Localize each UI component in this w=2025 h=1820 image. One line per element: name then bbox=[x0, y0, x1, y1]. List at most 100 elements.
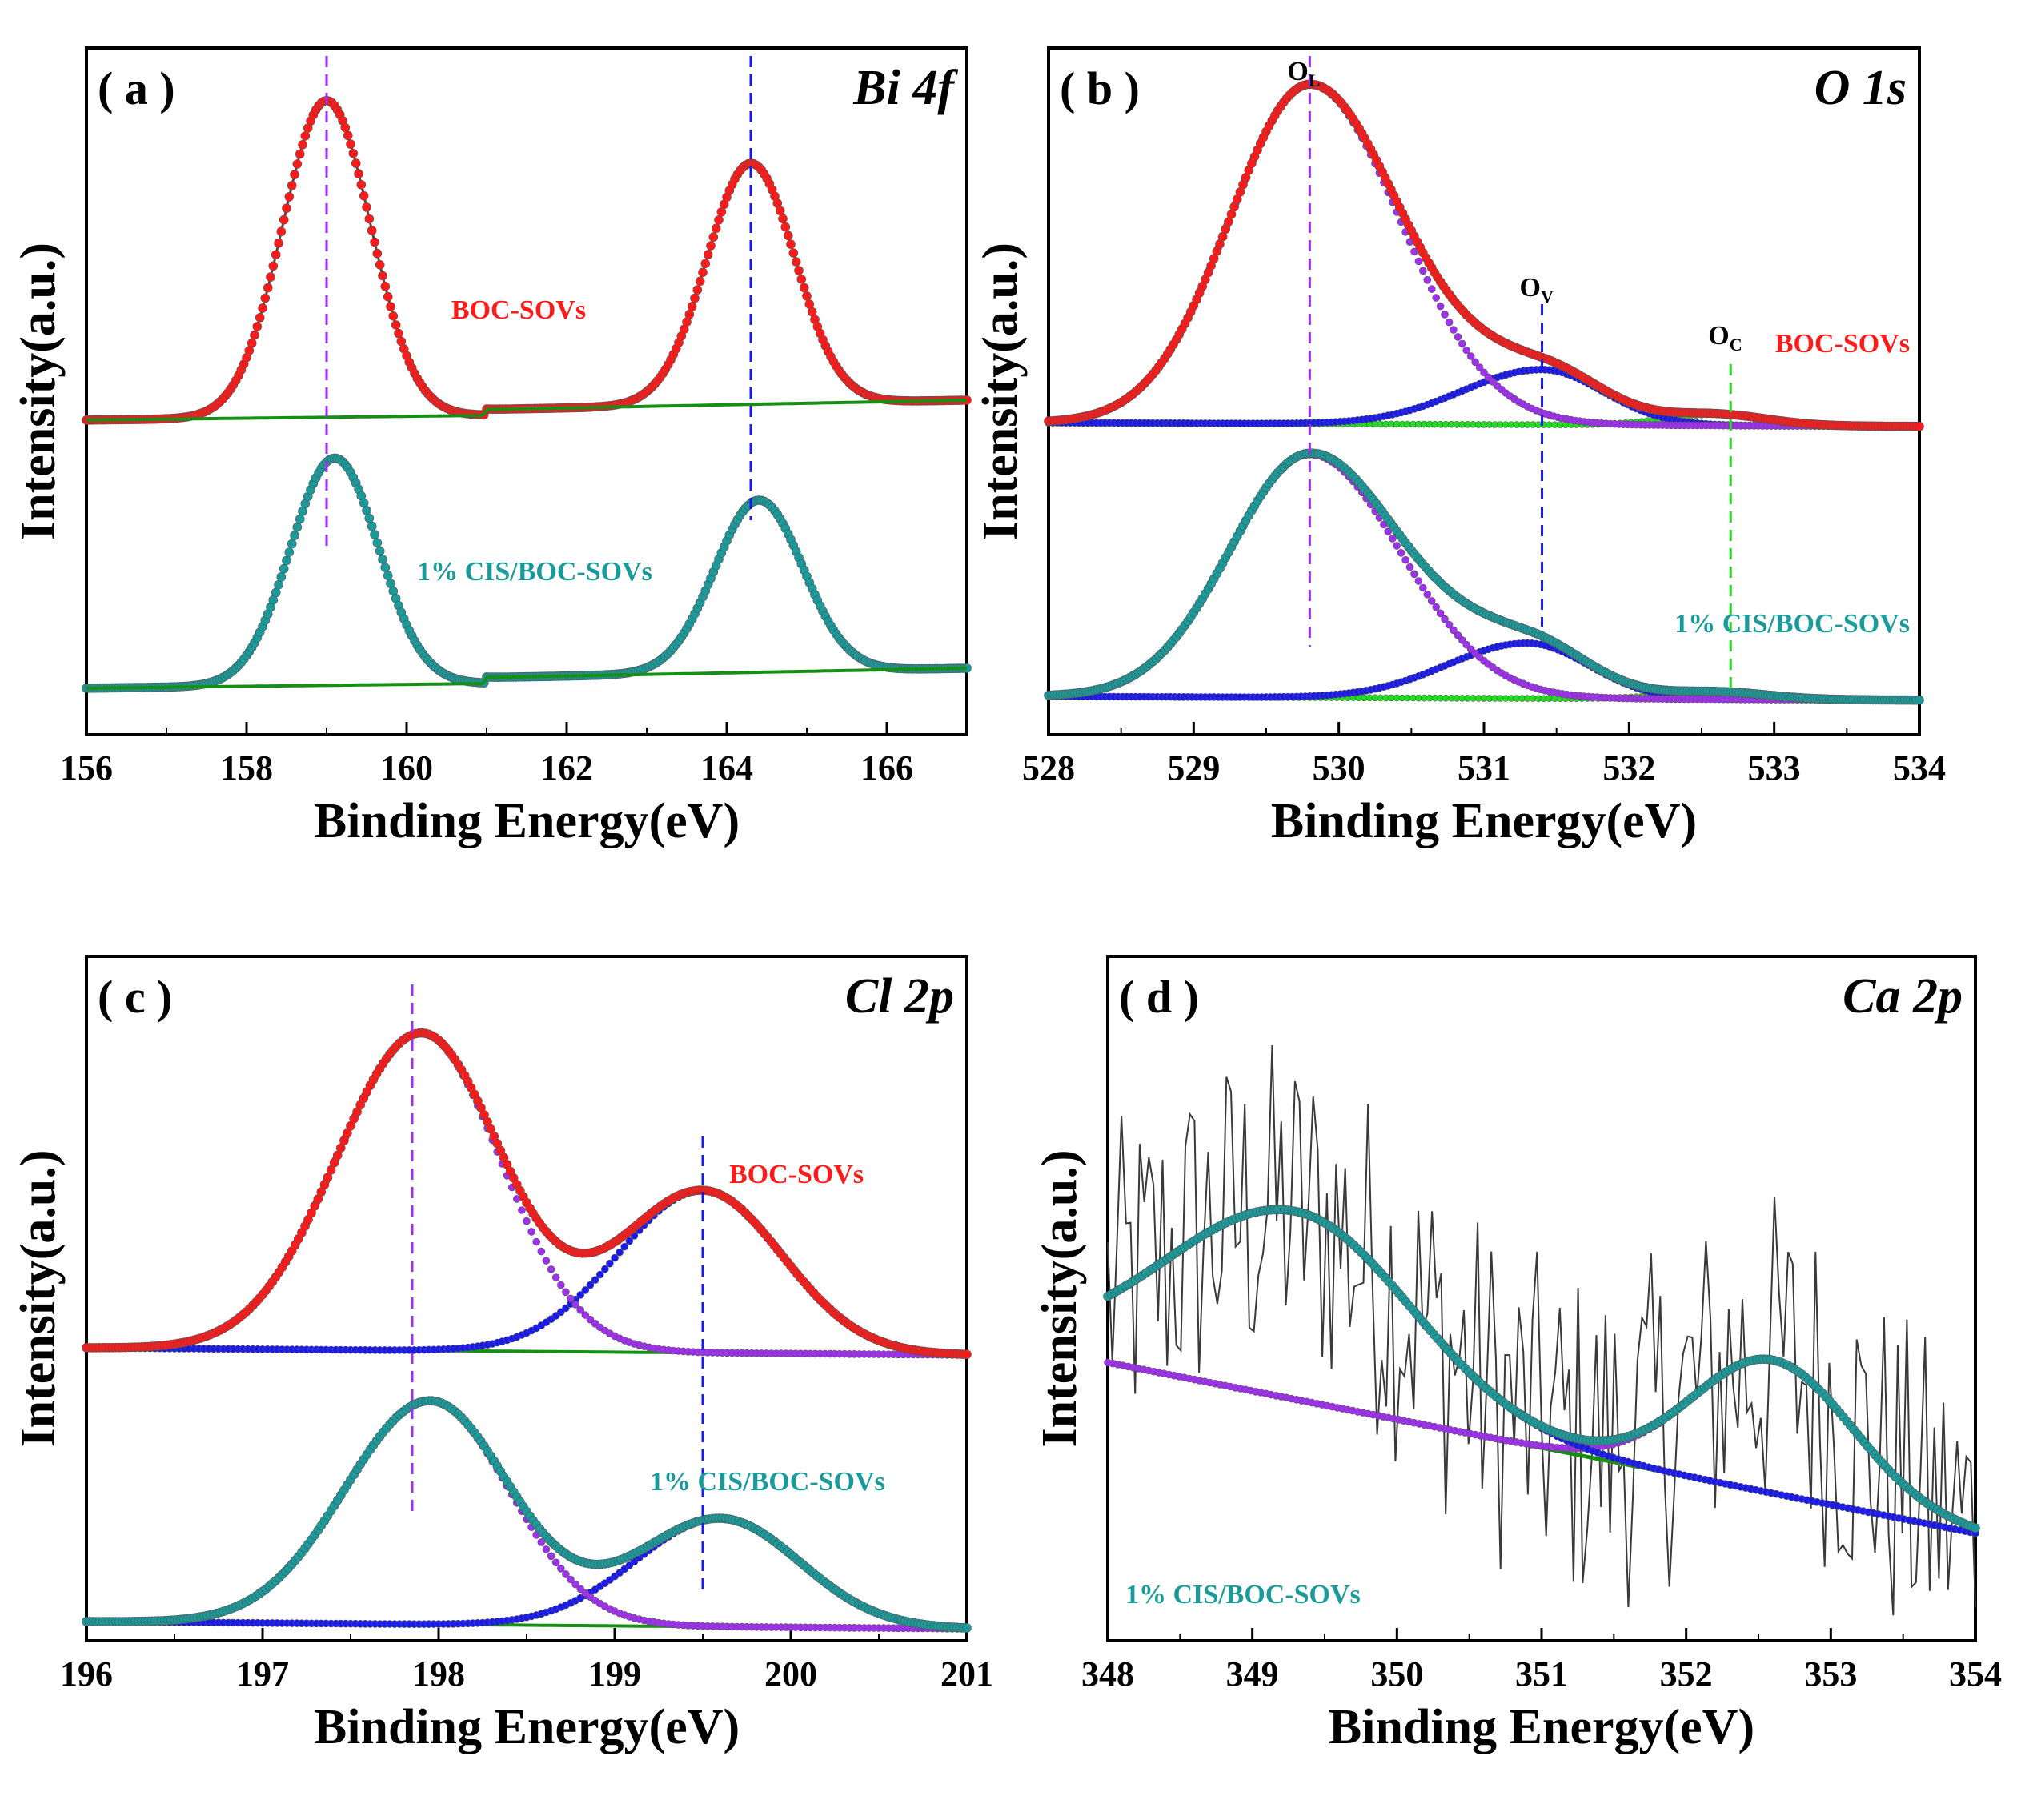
fit-point bbox=[282, 203, 291, 214]
fit-point bbox=[600, 1265, 609, 1273]
fit-point bbox=[537, 1247, 546, 1256]
fit-point bbox=[1915, 421, 1924, 431]
fit-point bbox=[1393, 542, 1401, 550]
fit-point bbox=[362, 202, 371, 212]
fit-point bbox=[1432, 294, 1440, 302]
fit-point bbox=[551, 1273, 560, 1281]
fit-point bbox=[606, 1259, 614, 1268]
x-tick-label: 162 bbox=[540, 748, 593, 788]
fit-point bbox=[284, 192, 295, 202]
fit-point bbox=[786, 239, 796, 249]
fit-point bbox=[300, 131, 311, 141]
fit-point bbox=[542, 1257, 551, 1265]
fit-envelope-boc bbox=[82, 95, 972, 425]
fit-point bbox=[794, 266, 804, 275]
fit-point bbox=[1454, 333, 1462, 341]
fit-point bbox=[556, 1565, 565, 1573]
fit-point bbox=[271, 250, 281, 260]
fit-point bbox=[1423, 275, 1432, 284]
fit-point bbox=[796, 274, 807, 284]
x-tick-label: 352 bbox=[1660, 1654, 1713, 1694]
fit-point bbox=[276, 226, 287, 237]
fit-point bbox=[1427, 285, 1436, 293]
x-tick-label: 199 bbox=[588, 1654, 641, 1694]
fit-ol bbox=[1045, 451, 1923, 704]
fit-point bbox=[386, 302, 395, 311]
fit-point bbox=[388, 311, 399, 321]
fit-point bbox=[1414, 257, 1423, 266]
peak-label-v: OV bbox=[1520, 273, 1554, 307]
fit-point bbox=[962, 1623, 972, 1633]
background-line bbox=[86, 666, 968, 690]
fit-point bbox=[346, 139, 355, 149]
peak-label-c: OC bbox=[1708, 321, 1742, 355]
fit-point bbox=[362, 506, 371, 515]
fit-envelope-boc bbox=[1044, 79, 1924, 431]
fit-point bbox=[1410, 570, 1418, 579]
fit-point bbox=[260, 293, 271, 303]
fit-point bbox=[690, 293, 700, 303]
fit-point bbox=[356, 180, 367, 190]
peak-label-l: OL bbox=[1287, 57, 1320, 90]
x-tick-label: 158 bbox=[220, 748, 273, 788]
fit-point bbox=[383, 291, 393, 302]
x-axis-title: Binding Energy(eV) bbox=[1329, 1700, 1754, 1754]
x-tick-label: 353 bbox=[1804, 1654, 1857, 1694]
fit-ol bbox=[1045, 81, 1923, 431]
series-label-boc: BOC-SOVs bbox=[729, 1160, 864, 1189]
fit-point bbox=[282, 555, 291, 566]
x-tick-label: 348 bbox=[1081, 1654, 1134, 1694]
fit-point bbox=[1450, 326, 1458, 334]
fit-point bbox=[711, 223, 721, 234]
fit-point bbox=[802, 291, 812, 301]
series-label-cis: 1% CIS/BOC-SOVs bbox=[650, 1467, 885, 1497]
fit-point bbox=[708, 232, 719, 242]
fit-point bbox=[287, 539, 297, 549]
x-tick-label: 351 bbox=[1515, 1654, 1568, 1694]
x-tick-label: 166 bbox=[860, 748, 913, 788]
fit-point bbox=[247, 338, 257, 348]
panel-label: ( a ) bbox=[98, 62, 175, 114]
x-tick-label: 156 bbox=[60, 748, 113, 788]
x-tick-label: 201 bbox=[940, 1654, 993, 1694]
panel-label: ( d ) bbox=[1119, 971, 1199, 1023]
fit-point bbox=[684, 309, 695, 319]
fit-point bbox=[1405, 563, 1414, 571]
panel-label: ( c ) bbox=[98, 971, 172, 1023]
x-tick-label: 528 bbox=[1022, 748, 1075, 788]
fit-point bbox=[706, 241, 716, 251]
fit-point bbox=[1427, 597, 1436, 605]
fit-point bbox=[1441, 310, 1449, 319]
panel-title: Cl 2p bbox=[845, 969, 954, 1024]
fit-point bbox=[527, 1228, 535, 1236]
x-axis-title: Binding Energy(eV) bbox=[314, 794, 740, 848]
fit-point bbox=[1462, 346, 1470, 355]
fit-point bbox=[783, 231, 793, 241]
x-tick-label: 531 bbox=[1458, 748, 1510, 788]
y-axis-title: Intensity(a.u.) bbox=[11, 243, 66, 540]
y-axis-title: Intensity(a.u.) bbox=[973, 243, 1028, 540]
fit-point bbox=[687, 302, 697, 311]
panel-title: Bi 4f bbox=[852, 61, 958, 115]
plot-frame bbox=[1106, 955, 1977, 1642]
x-tick-label: 354 bbox=[1949, 1654, 2002, 1694]
fit-point bbox=[263, 283, 273, 293]
fit-point bbox=[255, 312, 265, 323]
fit-point bbox=[290, 170, 299, 179]
fit-point bbox=[298, 140, 307, 150]
fit-point bbox=[1436, 302, 1445, 311]
fit-point bbox=[547, 1552, 555, 1561]
fit-point bbox=[372, 248, 383, 259]
fit-point bbox=[1432, 603, 1440, 611]
fit-point bbox=[279, 214, 289, 225]
panel-label: ( b ) bbox=[1060, 62, 1140, 114]
fit-point bbox=[375, 546, 385, 556]
x-tick-label: 198 bbox=[412, 1654, 465, 1694]
fit-point bbox=[799, 283, 809, 293]
fit-point bbox=[1475, 363, 1484, 371]
fit-point bbox=[778, 214, 788, 224]
fit-point bbox=[788, 248, 799, 258]
panel-title: O 1s bbox=[1814, 61, 1907, 115]
plot-frame bbox=[85, 955, 968, 1642]
fit-point bbox=[378, 555, 387, 564]
